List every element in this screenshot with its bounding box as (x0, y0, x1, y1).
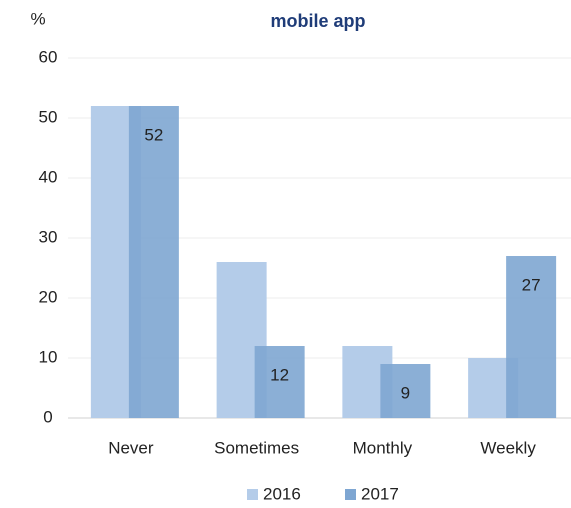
bar (506, 256, 557, 418)
data-label: 12 (270, 365, 289, 384)
y-tick-label: 20 (39, 287, 58, 306)
y-tick-label: 40 (39, 167, 58, 186)
legend-label: 2017 (361, 484, 399, 503)
y-axis-label: % (30, 9, 45, 28)
data-label: 27 (522, 275, 541, 294)
legend-swatch (247, 489, 258, 500)
chart-title: mobile app (270, 11, 365, 31)
bar (254, 346, 305, 418)
data-label: 9 (401, 383, 410, 402)
x-tick-label: Monthly (353, 438, 413, 457)
y-tick-label: 0 (43, 407, 52, 426)
x-tick-label: Never (108, 438, 154, 457)
y-tick-label: 50 (39, 107, 58, 126)
x-tick-label: Sometimes (214, 438, 299, 457)
legend-swatch (345, 489, 356, 500)
bar (128, 106, 179, 418)
y-tick-label: 60 (39, 47, 58, 66)
data-label: 52 (144, 125, 163, 144)
legend-label: 2016 (263, 484, 301, 503)
y-tick-label: 30 (39, 227, 58, 246)
x-tick-label: Weekly (480, 438, 536, 457)
bar (380, 364, 431, 418)
y-tick-label: 10 (39, 347, 58, 366)
